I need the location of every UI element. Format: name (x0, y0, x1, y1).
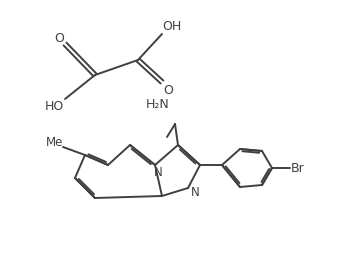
Text: N: N (191, 187, 199, 199)
Text: O: O (163, 83, 173, 97)
Text: HO: HO (45, 100, 64, 112)
Text: Me: Me (46, 135, 64, 148)
Text: O: O (54, 31, 64, 45)
Text: H₂N: H₂N (146, 99, 170, 112)
Text: OH: OH (163, 19, 182, 33)
Text: N: N (154, 165, 163, 178)
Text: Br: Br (291, 162, 305, 175)
